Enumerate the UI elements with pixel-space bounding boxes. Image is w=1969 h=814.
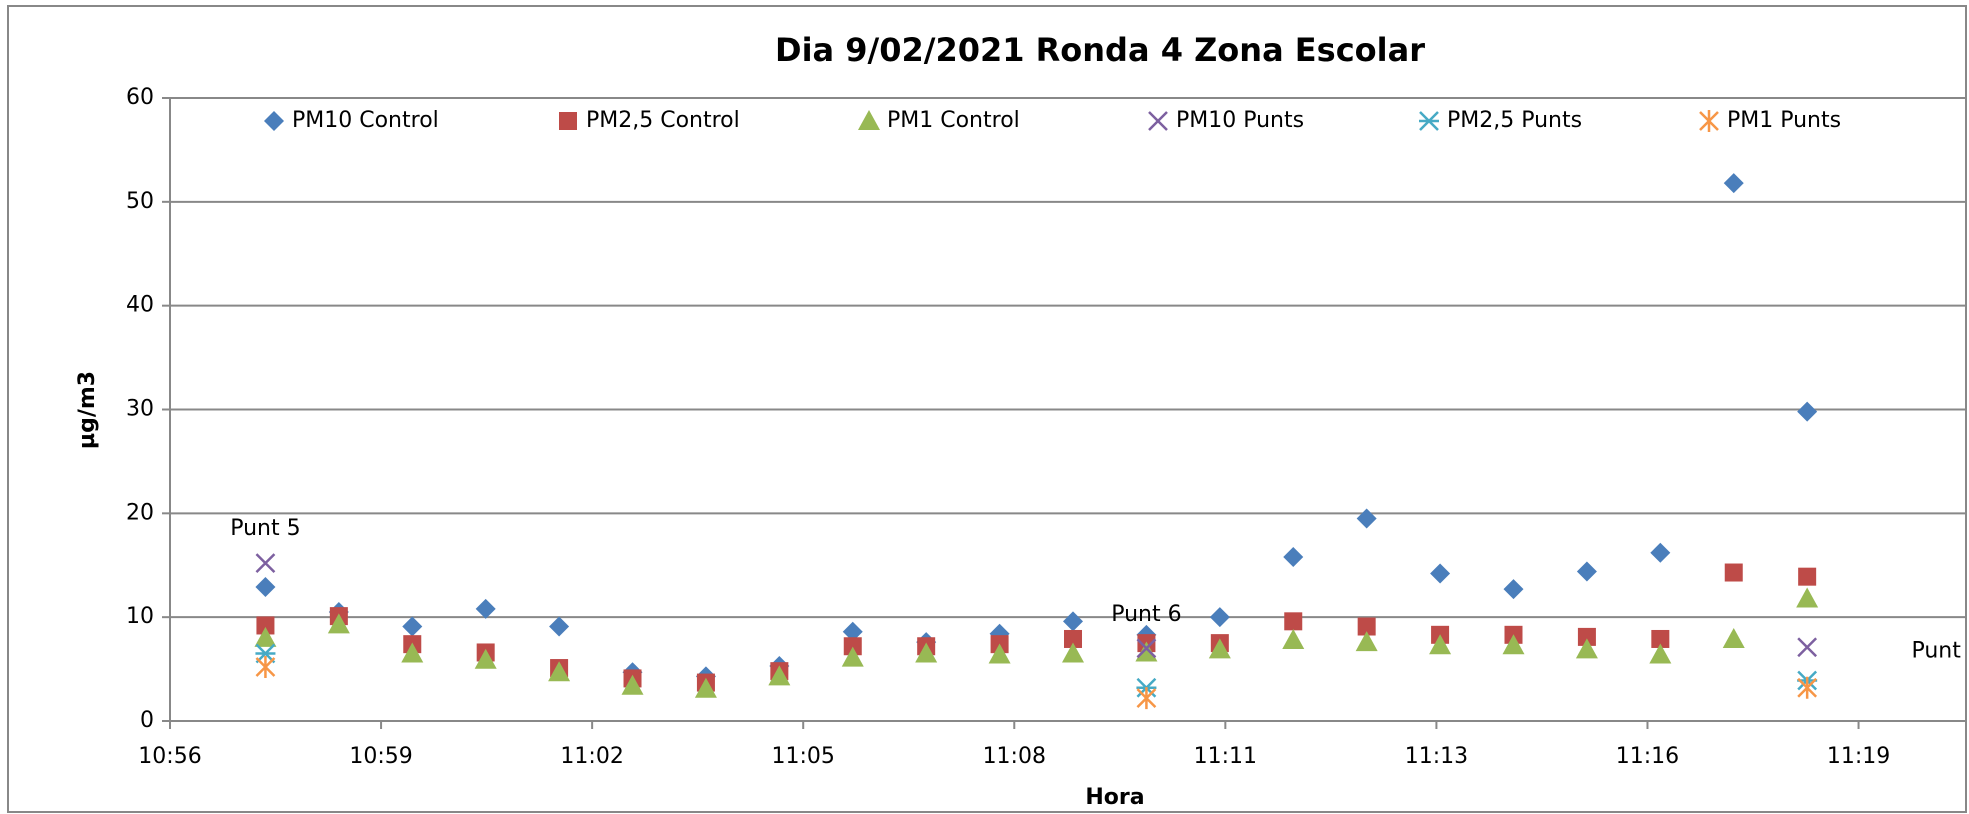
point (842, 621, 863, 642)
legend-marker (1148, 111, 1168, 131)
point (1797, 676, 1818, 699)
x-tick-label: 11:05 (772, 744, 835, 769)
x-tick-label: 11:08 (983, 744, 1046, 769)
point (988, 643, 1011, 664)
point (1062, 642, 1085, 663)
point (1136, 638, 1157, 659)
point (255, 577, 276, 598)
x-tick-label: 11:16 (1616, 744, 1679, 769)
legend-marker (559, 112, 577, 130)
point (1063, 611, 1084, 632)
point (1797, 637, 1818, 658)
point (1209, 607, 1230, 628)
point (549, 616, 570, 637)
point (1282, 629, 1305, 650)
x-tick-label: 11:13 (1405, 744, 1468, 769)
point (621, 674, 644, 695)
legend-label: PM10 Control (292, 108, 439, 133)
point (1651, 629, 1670, 648)
y-axis-label: µg/m3 (75, 371, 100, 449)
point (1429, 634, 1452, 655)
point (768, 665, 791, 686)
y-tick-label: 10 (126, 604, 154, 629)
point (915, 642, 938, 663)
point (1724, 563, 1743, 582)
point (1797, 401, 1818, 422)
point (1136, 687, 1157, 710)
point (1357, 617, 1376, 636)
point (327, 613, 350, 634)
point (402, 616, 423, 637)
annotation: Punt 7 (1911, 638, 1969, 663)
x-tick-label: 11:19 (1827, 744, 1890, 769)
annotation: Punt 6 (1111, 602, 1181, 627)
point (1577, 627, 1596, 646)
point (841, 646, 864, 667)
legend-label: PM10 Punts (1176, 108, 1304, 133)
y-tick-label: 20 (126, 500, 154, 525)
point (255, 553, 276, 574)
point (1284, 612, 1303, 631)
x-tick-label: 10:59 (349, 744, 412, 769)
point (1796, 587, 1819, 608)
point (1135, 641, 1158, 662)
x-axis-label: Hora (1085, 785, 1144, 810)
y-tick-label: 0 (140, 708, 154, 733)
point (1575, 638, 1598, 659)
annotation: Punt 5 (230, 516, 300, 541)
point (843, 637, 862, 656)
point (256, 616, 275, 635)
point (1283, 546, 1304, 567)
point (548, 661, 571, 682)
point (1430, 563, 1451, 584)
y-tick-label: 50 (126, 189, 154, 214)
point (475, 598, 496, 619)
legend-marker (1419, 111, 1439, 131)
point (1356, 508, 1377, 529)
point (1355, 631, 1378, 652)
point (1722, 627, 1745, 648)
point (694, 677, 717, 698)
x-tick-label: 11:11 (1194, 744, 1257, 769)
point (1576, 561, 1597, 582)
point (255, 656, 276, 679)
legend-label: PM2,5 Punts (1447, 108, 1582, 133)
legend-label: PM1 Control (887, 108, 1020, 133)
legend-marker (858, 110, 880, 130)
chart-title: Dia 9/02/2021 Ronda 4 Zona Escolar (775, 31, 1425, 69)
point (1798, 567, 1817, 586)
y-tick-label: 40 (126, 293, 154, 318)
legend-label: PM2,5 Control (586, 108, 740, 133)
x-tick-label: 10:56 (138, 744, 201, 769)
point (1650, 542, 1671, 563)
point (1502, 634, 1525, 655)
point (1064, 629, 1083, 648)
x-tick-label: 11:02 (560, 744, 623, 769)
y-tick-label: 60 (126, 85, 154, 110)
y-tick-label: 30 (126, 397, 154, 422)
point (474, 648, 497, 669)
point (401, 642, 424, 663)
point (254, 626, 277, 647)
point (1723, 173, 1744, 194)
legend-marker (264, 111, 284, 131)
point (1208, 638, 1231, 659)
legend-label: PM1 Punts (1727, 108, 1841, 133)
point (1503, 579, 1524, 600)
point (1649, 643, 1672, 664)
legend-marker (1699, 110, 1719, 132)
